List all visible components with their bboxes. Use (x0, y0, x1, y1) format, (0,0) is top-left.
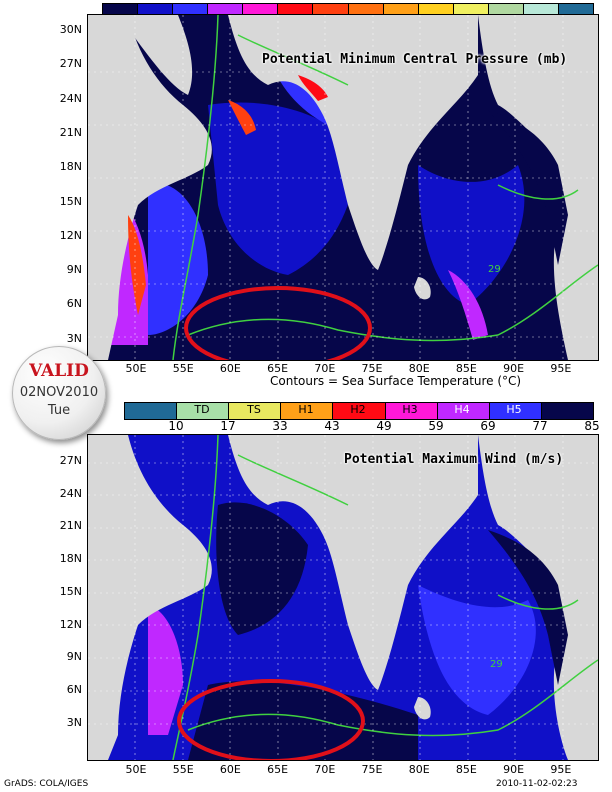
pressure-map: 29 (87, 14, 599, 361)
colorbar-swatch (177, 403, 230, 419)
wind-map: 29 (87, 434, 599, 761)
lon-label: 80E (408, 362, 430, 375)
lat-label: 9N (66, 263, 82, 277)
lon-label: 50E (125, 763, 147, 776)
colorbar-label: 69 (480, 419, 496, 433)
lon-label: 55E (172, 362, 194, 375)
colorbar-label: 49 (376, 419, 392, 433)
contour-label: 29 (488, 264, 501, 275)
lon-label: 95E (550, 763, 572, 776)
lat-label: 9N (66, 650, 82, 664)
colorbar-swatch (541, 403, 593, 419)
colorbar-label: 17 (220, 419, 236, 433)
lat-label: 18N (59, 552, 82, 566)
lat-label: 6N (66, 297, 82, 311)
wind-category-labels: TD TS H1 H2 H3 H4 H5 (124, 402, 592, 418)
wind-map-svg: 29 (88, 435, 598, 760)
pressure-map-title: Potential Minimum Central Pressure (mb) (262, 52, 568, 67)
colorbar-swatch (229, 403, 282, 419)
lon-label: 85E (455, 362, 477, 375)
sst-caption: Contours = Sea Surface Temperature (°C) (270, 374, 522, 388)
lat-label: 21N (59, 519, 82, 533)
lon-label: 60E (219, 362, 241, 375)
lat-label: 3N (66, 331, 82, 345)
category-label: H5 (506, 403, 522, 416)
lat-label: 18N (59, 160, 82, 174)
wind-colorbar (124, 402, 594, 420)
lat-label: 12N (59, 228, 82, 242)
colorbar-label: 33 (272, 419, 288, 433)
lon-label: 90E (503, 763, 525, 776)
category-label: TS (247, 403, 261, 416)
lon-label: 75E (361, 763, 383, 776)
lat-label: 24N (59, 91, 82, 105)
wind-colorbar-labels: 10 17 33 43 49 59 69 77 85 (124, 419, 599, 433)
lat-label: 21N (59, 125, 82, 139)
category-label: H3 (402, 403, 418, 416)
colorbar-swatch (385, 403, 438, 419)
colorbar-swatch (125, 403, 178, 419)
lon-label: 80E (408, 763, 430, 776)
lon-label: 75E (361, 362, 383, 375)
highlight-ellipse (184, 286, 372, 360)
valid-date: 02NOV2010 (19, 385, 99, 400)
valid-title: VALID (29, 361, 89, 381)
highlight-ellipse (177, 679, 365, 760)
footer-credit: GrADS: COLA/IGES (4, 779, 89, 789)
lon-label: 50E (125, 362, 147, 375)
colorbar-label: 85 (584, 419, 600, 433)
lon-label: 85E (455, 763, 477, 776)
lon-label: 70E (314, 763, 336, 776)
lat-label: 24N (59, 486, 82, 500)
lat-label: 3N (66, 715, 82, 729)
lat-label: 27N (59, 454, 82, 467)
category-label: TD (194, 403, 210, 416)
lat-label: 15N (59, 584, 82, 598)
lat-label: 30N (59, 23, 82, 36)
pressure-map-svg: 29 (88, 15, 598, 360)
colorbar-swatch (333, 403, 386, 419)
category-label: H2 (350, 403, 366, 416)
lon-label: 65E (267, 362, 289, 375)
colorbar-label: 43 (324, 419, 340, 433)
lon-label: 55E (172, 763, 194, 776)
lon-label: 90E (503, 362, 525, 375)
valid-date-badge: VALID 02NOV2010 Tue (12, 346, 106, 440)
lat-label: 6N (66, 682, 82, 696)
lat-label: 12N (59, 617, 82, 631)
valid-day: Tue (47, 403, 71, 418)
footer-timestamp: 2010-11-02-02:23 (496, 779, 578, 789)
colorbar-label: 10 (168, 419, 184, 433)
lon-label: 65E (267, 763, 289, 776)
colorbar-swatch (489, 403, 542, 419)
contour-label: 29 (490, 659, 503, 670)
lon-label: 60E (219, 763, 241, 776)
wind-map-title: Potential Maximum Wind (m/s) (344, 452, 564, 467)
category-label: H1 (298, 403, 314, 416)
lat-label: 15N (59, 194, 82, 208)
lon-label: 70E (314, 362, 336, 375)
colorbar-swatch (437, 403, 490, 419)
lon-label: 95E (550, 362, 572, 375)
colorbar-label: 59 (428, 419, 444, 433)
lat-label: 27N (59, 57, 82, 71)
colorbar-swatch (281, 403, 334, 419)
category-label: H4 (454, 403, 470, 416)
colorbar-label: 77 (532, 419, 548, 433)
